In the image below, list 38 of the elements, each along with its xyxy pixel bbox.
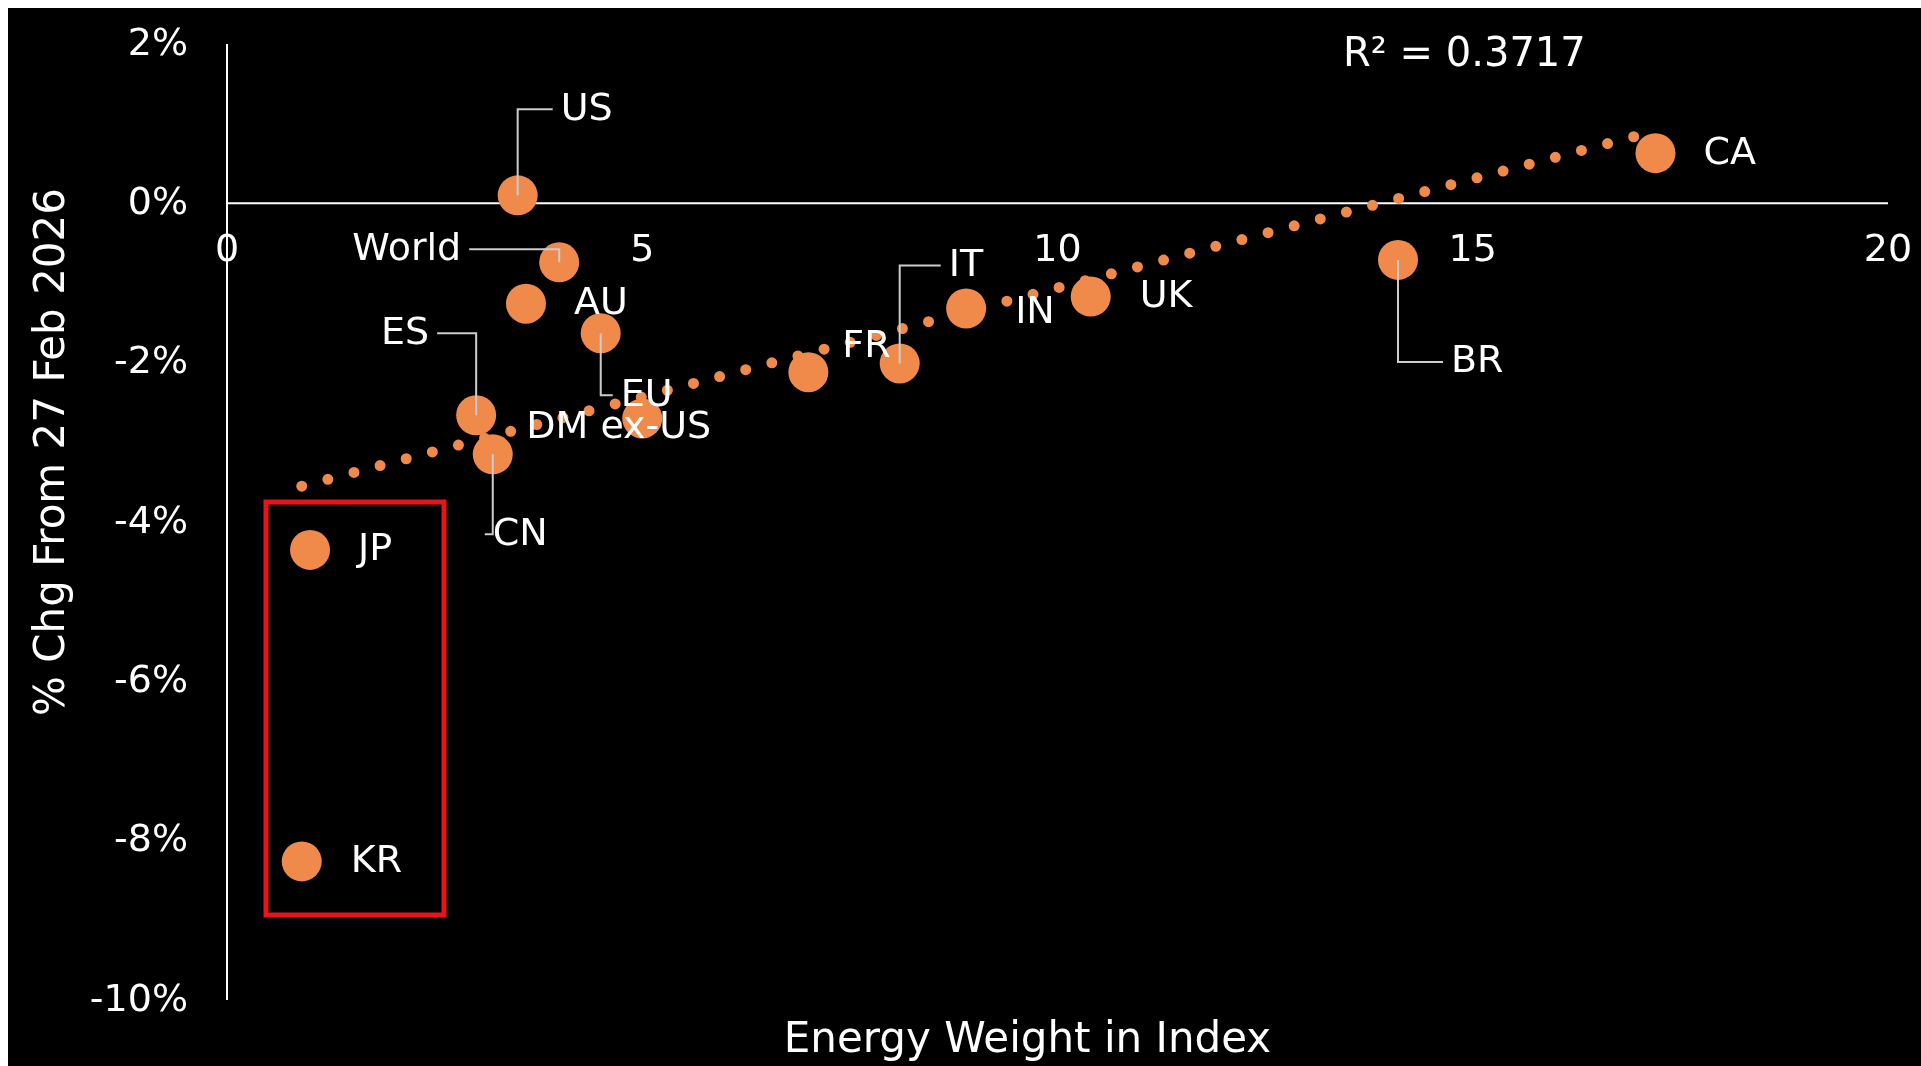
x-tick-label: 20: [1863, 226, 1913, 271]
annotation: R² = 0.3717: [1343, 29, 1586, 75]
annotation: IT: [948, 240, 984, 285]
x-tick-label: 5: [630, 226, 655, 271]
annotation: ES: [381, 308, 430, 353]
y-tick-label: 2%: [127, 19, 188, 64]
point: [788, 352, 829, 393]
annotation: World: [352, 224, 462, 269]
point: [1635, 133, 1676, 174]
annotation: UK: [1139, 272, 1194, 317]
x-axis-title: Energy Weight in Index: [783, 1013, 1272, 1062]
annotation: IN: [1015, 287, 1055, 332]
y-tick-label: -10%: [89, 975, 188, 1020]
annotation: US: [560, 84, 613, 129]
y-axis-title: % Chg From 27 Feb 2026: [25, 187, 74, 717]
x-tick-label: 10: [1033, 226, 1082, 271]
point: [1378, 239, 1419, 280]
y-tick-label: -6%: [114, 656, 188, 701]
point: [505, 283, 546, 324]
y-tick-label: 0%: [127, 178, 188, 223]
annotation: CA: [1703, 128, 1756, 173]
annotation: KR: [350, 836, 403, 881]
point: [456, 395, 497, 436]
x-tick-label: 15: [1448, 226, 1497, 271]
annotation: AU: [573, 279, 628, 324]
annotation: CN: [492, 509, 548, 554]
point: [539, 242, 580, 283]
y-tick-label: -8%: [114, 816, 188, 861]
point: [497, 175, 538, 216]
annotation: BR: [1451, 337, 1504, 382]
annotation: JP: [356, 525, 393, 570]
point: [472, 434, 513, 475]
point: [1070, 276, 1111, 317]
y-tick-label: -4%: [114, 497, 188, 542]
point: [290, 529, 331, 570]
point: [281, 841, 322, 882]
point: [580, 313, 621, 354]
y-tick-label: -2%: [114, 338, 188, 383]
